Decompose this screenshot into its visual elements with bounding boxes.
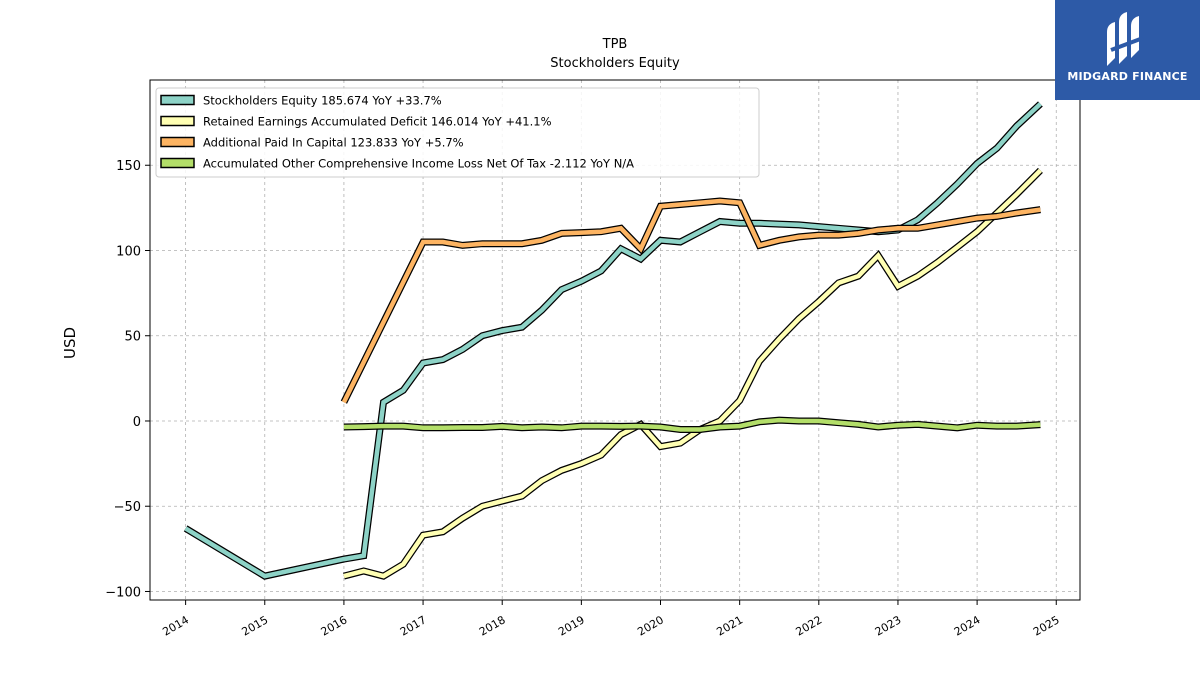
x-tick-label: 2014 [160, 613, 191, 638]
series-lines [183, 101, 1043, 580]
y-tick-label: 50 [124, 330, 141, 345]
x-axis-ticks: 2014 2015 2016 2017 2018 2019 2020 2021 2022 2023… [160, 600, 1062, 639]
y-tick-label: −100 [105, 585, 141, 600]
series-line-3 [343, 417, 1041, 432]
legend-entry-1: Retained Earnings Accumulated Deficit 14… [203, 115, 552, 129]
x-tick-label: 2018 [477, 613, 508, 638]
brand-name: MIDGARD FINANCE [1067, 70, 1188, 83]
legend-swatch [160, 157, 195, 169]
legend: Stockholders Equity 185.674 YoY +33.7% Re… [155, 87, 760, 178]
y-tick-label: −50 [114, 500, 141, 515]
legend-box [155, 87, 760, 178]
series-outline-2 [340, 197, 1041, 404]
x-tick-label: 2016 [319, 613, 350, 638]
x-tick-label: 2025 [1031, 613, 1062, 638]
series-line-0 [184, 102, 1042, 579]
series-line-2 [341, 198, 1041, 404]
chart-title: TPB [602, 37, 628, 52]
x-tick-label: 2015 [240, 613, 271, 638]
brand-logo: MIDGARD FINANCE [1055, 0, 1200, 100]
x-tick-label: 2019 [556, 613, 587, 638]
legend-swatch [160, 115, 195, 127]
legend-swatch [160, 136, 195, 148]
y-axis-label: USD [61, 327, 79, 359]
legend-swatch [160, 94, 195, 106]
y-tick-label: 100 [116, 244, 141, 259]
y-axis-ticks: −100 −50 0 50 100 150 [105, 159, 150, 600]
legend-entry-0: Stockholders Equity 185.674 YoY +33.7% [203, 94, 442, 108]
chart-subtitle: Stockholders Equity [550, 56, 680, 71]
x-tick-label: 2022 [794, 613, 825, 638]
y-tick-label: 150 [116, 159, 141, 174]
x-tick-label: 2020 [635, 613, 666, 638]
plot-frame [149, 79, 1081, 601]
series-outline-1 [343, 167, 1043, 580]
x-tick-label: 2017 [398, 613, 429, 638]
x-tick-label: 2024 [952, 613, 983, 638]
series-line-1 [343, 168, 1042, 579]
x-tick-label: 2023 [873, 613, 904, 638]
y-tick-label: 0 [133, 415, 141, 430]
midgard-logo-icon [1107, 12, 1144, 66]
legend-entry-2: Additional Paid In Capital 123.833 YoY +… [203, 136, 464, 150]
x-tick-label: 2021 [714, 613, 745, 638]
legend-entry-3: Accumulated Other Comprehensive Income L… [203, 157, 634, 171]
